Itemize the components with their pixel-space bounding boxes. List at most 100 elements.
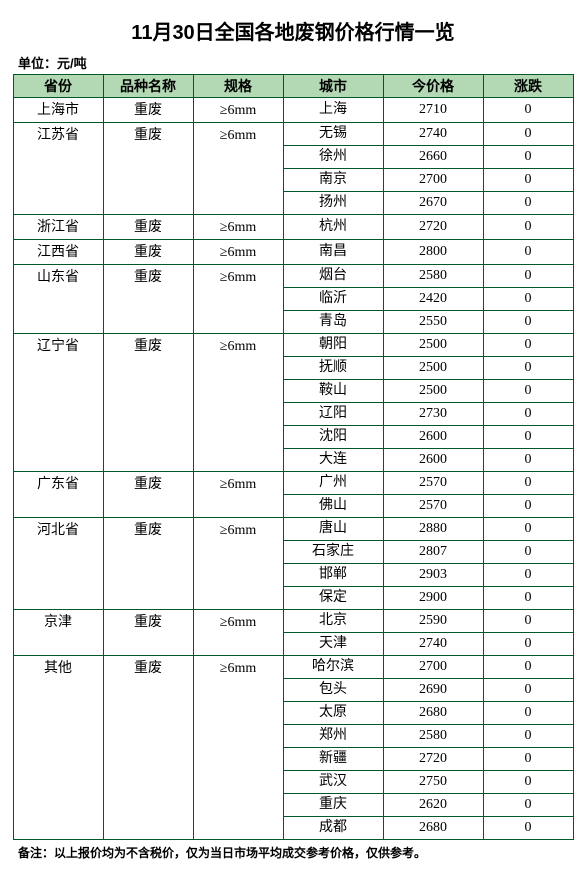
cell-spec: ≥6mm xyxy=(193,123,283,215)
cell-change: 0 xyxy=(483,633,573,656)
table-row: 辽宁省重废≥6mm朝阳25000 xyxy=(13,334,573,357)
page-title: 11月30日全国各地废钢价格行情一览 xyxy=(12,16,574,45)
table-row: 广东省重废≥6mm广州25700 xyxy=(13,472,573,495)
cell-spec: ≥6mm xyxy=(193,656,283,840)
cell-city: 鞍山 xyxy=(283,380,383,403)
cell-price: 2880 xyxy=(383,518,483,541)
price-table: 省份 品种名称 规格 城市 今价格 涨跌 上海市重废≥6mm上海27100江苏省… xyxy=(13,74,574,840)
cell-city: 天津 xyxy=(283,633,383,656)
cell-change: 0 xyxy=(483,702,573,725)
cell-change: 0 xyxy=(483,265,573,288)
cell-city: 成都 xyxy=(283,817,383,840)
cell-province: 浙江省 xyxy=(13,215,103,240)
cell-change: 0 xyxy=(483,334,573,357)
cell-change: 0 xyxy=(483,169,573,192)
cell-province: 辽宁省 xyxy=(13,334,103,472)
cell-change: 0 xyxy=(483,771,573,794)
cell-variety: 重废 xyxy=(103,215,193,240)
footer-note: 备注：以上报价均为不含税价，仅为当日市场平均成交参考价格，仅供参考。 xyxy=(18,844,574,861)
cell-price: 2740 xyxy=(383,123,483,146)
cell-city: 石家庄 xyxy=(283,541,383,564)
unit-label: 单位：元/吨 xyxy=(18,53,574,72)
cell-price: 2500 xyxy=(383,357,483,380)
cell-variety: 重废 xyxy=(103,610,193,656)
cell-price: 2620 xyxy=(383,794,483,817)
header-price: 今价格 xyxy=(383,75,483,98)
cell-change: 0 xyxy=(483,357,573,380)
table-row: 浙江省重废≥6mm杭州27200 xyxy=(13,215,573,240)
cell-price: 2660 xyxy=(383,146,483,169)
cell-city: 哈尔滨 xyxy=(283,656,383,679)
cell-price: 2740 xyxy=(383,633,483,656)
cell-variety: 重废 xyxy=(103,334,193,472)
table-body: 上海市重废≥6mm上海27100江苏省重废≥6mm无锡27400徐州26600南… xyxy=(13,98,573,840)
cell-change: 0 xyxy=(483,240,573,265)
cell-price: 2730 xyxy=(383,403,483,426)
cell-city: 抚顺 xyxy=(283,357,383,380)
cell-price: 2720 xyxy=(383,748,483,771)
cell-city: 唐山 xyxy=(283,518,383,541)
cell-variety: 重废 xyxy=(103,123,193,215)
cell-price: 2700 xyxy=(383,656,483,679)
cell-change: 0 xyxy=(483,123,573,146)
cell-change: 0 xyxy=(483,98,573,123)
cell-change: 0 xyxy=(483,288,573,311)
cell-price: 2700 xyxy=(383,169,483,192)
cell-change: 0 xyxy=(483,564,573,587)
cell-city: 徐州 xyxy=(283,146,383,169)
cell-change: 0 xyxy=(483,192,573,215)
cell-city: 广州 xyxy=(283,472,383,495)
cell-spec: ≥6mm xyxy=(193,472,283,518)
cell-price: 2720 xyxy=(383,215,483,240)
cell-change: 0 xyxy=(483,380,573,403)
cell-province: 江苏省 xyxy=(13,123,103,215)
cell-change: 0 xyxy=(483,426,573,449)
cell-city: 扬州 xyxy=(283,192,383,215)
cell-city: 佛山 xyxy=(283,495,383,518)
cell-price: 2570 xyxy=(383,495,483,518)
cell-city: 辽阳 xyxy=(283,403,383,426)
table-row: 河北省重废≥6mm唐山28800 xyxy=(13,518,573,541)
cell-city: 保定 xyxy=(283,587,383,610)
cell-change: 0 xyxy=(483,541,573,564)
cell-change: 0 xyxy=(483,679,573,702)
cell-variety: 重废 xyxy=(103,656,193,840)
cell-change: 0 xyxy=(483,748,573,771)
cell-city: 太原 xyxy=(283,702,383,725)
cell-province: 山东省 xyxy=(13,265,103,334)
cell-change: 0 xyxy=(483,215,573,240)
cell-province: 江西省 xyxy=(13,240,103,265)
cell-spec: ≥6mm xyxy=(193,334,283,472)
cell-change: 0 xyxy=(483,403,573,426)
header-spec: 规格 xyxy=(193,75,283,98)
cell-province: 河北省 xyxy=(13,518,103,610)
cell-price: 2600 xyxy=(383,426,483,449)
cell-price: 2570 xyxy=(383,472,483,495)
table-row: 京津重废≥6mm北京25900 xyxy=(13,610,573,633)
cell-city: 邯郸 xyxy=(283,564,383,587)
cell-price: 2550 xyxy=(383,311,483,334)
cell-city: 南昌 xyxy=(283,240,383,265)
cell-city: 重庆 xyxy=(283,794,383,817)
cell-change: 0 xyxy=(483,472,573,495)
cell-spec: ≥6mm xyxy=(193,610,283,656)
cell-spec: ≥6mm xyxy=(193,215,283,240)
cell-city: 包头 xyxy=(283,679,383,702)
cell-change: 0 xyxy=(483,794,573,817)
cell-province: 上海市 xyxy=(13,98,103,123)
cell-city: 大连 xyxy=(283,449,383,472)
cell-price: 2680 xyxy=(383,817,483,840)
cell-change: 0 xyxy=(483,587,573,610)
cell-price: 2900 xyxy=(383,587,483,610)
cell-variety: 重废 xyxy=(103,518,193,610)
table-row: 其他重废≥6mm哈尔滨27000 xyxy=(13,656,573,679)
cell-variety: 重废 xyxy=(103,240,193,265)
cell-city: 朝阳 xyxy=(283,334,383,357)
cell-price: 2420 xyxy=(383,288,483,311)
cell-change: 0 xyxy=(483,495,573,518)
cell-spec: ≥6mm xyxy=(193,240,283,265)
cell-price: 2680 xyxy=(383,702,483,725)
table-row: 上海市重废≥6mm上海27100 xyxy=(13,98,573,123)
cell-city: 临沂 xyxy=(283,288,383,311)
cell-change: 0 xyxy=(483,725,573,748)
